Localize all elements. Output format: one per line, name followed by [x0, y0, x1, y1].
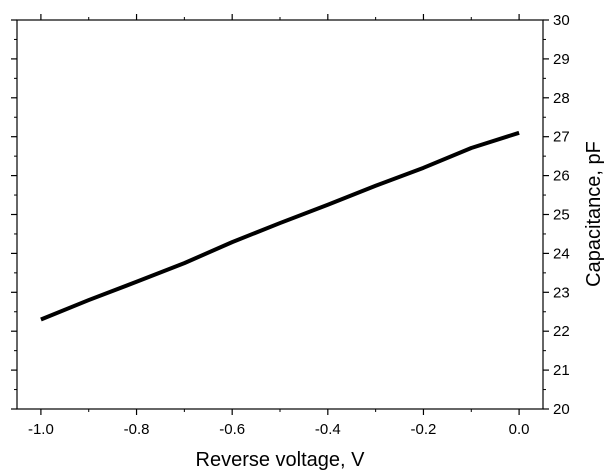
- x-tick-label: 0.0: [509, 421, 530, 438]
- x-tick-label: -0.8: [124, 421, 150, 438]
- plot-frame: [16, 19, 544, 410]
- y-tick-label: 30: [553, 12, 570, 29]
- y-tick-label: 25: [553, 207, 570, 224]
- y-tick-label: 22: [553, 323, 570, 340]
- y-axis-title: Capacitance, pF: [583, 141, 605, 287]
- x-tick-label: -0.2: [411, 421, 437, 438]
- y-tick-label: 23: [553, 284, 570, 301]
- x-tick-label: -1.0: [28, 421, 54, 438]
- y-tick-label: 29: [553, 51, 570, 68]
- y-tick-label: 26: [553, 168, 570, 185]
- y-tick-label: 20: [553, 401, 570, 418]
- series-line: [40, 130, 520, 322]
- y-tick-label: 24: [553, 245, 570, 262]
- y-tick-label: 27: [553, 129, 570, 146]
- y-axis-ticks: 20 21 22 23 24 25 26 27 28 29 30: [11, 12, 570, 418]
- y-tick-label: 21: [553, 362, 570, 379]
- x-axis-title: Reverse voltage, V: [196, 449, 366, 471]
- y-tick-label: 28: [553, 90, 570, 107]
- series-layer: [40, 130, 520, 322]
- x-tick-label: -0.6: [219, 421, 245, 438]
- x-tick-label: -0.4: [315, 421, 341, 438]
- x-axis-ticks: -1.0 -0.8 -0.6 -0.4 -0.2 0.0: [28, 14, 530, 438]
